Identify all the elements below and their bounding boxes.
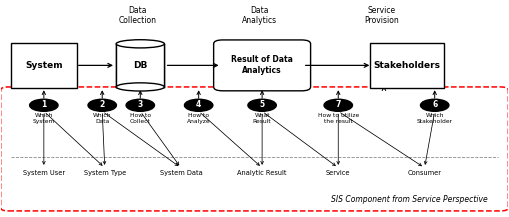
Text: System Data: System Data bbox=[159, 170, 202, 176]
Ellipse shape bbox=[116, 83, 164, 91]
Text: How to
Analyze: How to Analyze bbox=[187, 113, 211, 124]
Text: SIS Component from Service Perspective: SIS Component from Service Perspective bbox=[331, 196, 488, 204]
Text: 3: 3 bbox=[137, 100, 143, 109]
Text: Data
Collection: Data Collection bbox=[119, 6, 157, 25]
Text: How to utilize
the result: How to utilize the result bbox=[318, 113, 359, 124]
Text: Which
Data: Which Data bbox=[93, 113, 111, 124]
Text: Stakeholders: Stakeholders bbox=[373, 61, 440, 70]
Text: 5: 5 bbox=[260, 100, 265, 109]
Circle shape bbox=[248, 99, 276, 111]
Text: Service: Service bbox=[326, 170, 351, 176]
Text: 6: 6 bbox=[432, 100, 437, 109]
FancyBboxPatch shape bbox=[214, 40, 310, 91]
Text: 4: 4 bbox=[196, 100, 201, 109]
Text: How to
Collect: How to Collect bbox=[130, 113, 151, 124]
Text: System Type: System Type bbox=[83, 170, 126, 176]
Text: System: System bbox=[25, 61, 63, 70]
Text: Analytic Result: Analytic Result bbox=[237, 170, 287, 176]
FancyBboxPatch shape bbox=[11, 43, 77, 88]
Bar bbox=[116, 44, 164, 87]
Text: Data
Analytics: Data Analytics bbox=[242, 6, 277, 25]
FancyBboxPatch shape bbox=[370, 43, 443, 88]
Text: Which
Stakeholder: Which Stakeholder bbox=[417, 113, 453, 124]
Circle shape bbox=[324, 99, 352, 111]
Text: 2: 2 bbox=[100, 100, 105, 109]
Text: System User: System User bbox=[23, 170, 65, 176]
Text: What
Result: What Result bbox=[253, 113, 271, 124]
Text: DB: DB bbox=[133, 61, 148, 70]
Text: 7: 7 bbox=[335, 100, 341, 109]
Text: Consumer: Consumer bbox=[408, 170, 441, 176]
Circle shape bbox=[88, 99, 117, 111]
Circle shape bbox=[420, 99, 449, 111]
Circle shape bbox=[126, 99, 155, 111]
Text: Which
System: Which System bbox=[33, 113, 55, 124]
Circle shape bbox=[184, 99, 213, 111]
Text: 1: 1 bbox=[41, 100, 46, 109]
Text: Service
Provision: Service Provision bbox=[364, 6, 399, 25]
Text: Result of Data
Analytics: Result of Data Analytics bbox=[231, 55, 293, 76]
Circle shape bbox=[30, 99, 58, 111]
Ellipse shape bbox=[116, 40, 164, 48]
